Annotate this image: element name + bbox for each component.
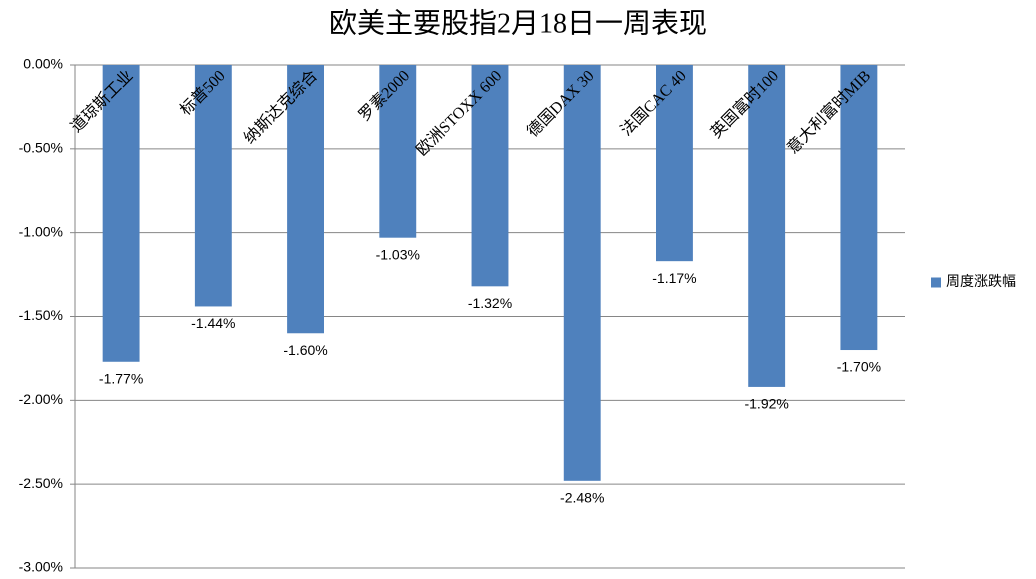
bar (656, 65, 693, 262)
bar (563, 65, 601, 481)
data-label: -1.70% (837, 359, 881, 375)
bar (194, 65, 232, 307)
bar (379, 65, 417, 238)
data-label: -1.03% (376, 246, 420, 262)
bar (748, 65, 786, 387)
data-label: -1.60% (283, 342, 327, 358)
y-tick-label: -1.50% (19, 307, 63, 323)
y-tick-label: 0.00% (23, 56, 63, 72)
chart-title: 欧美主要股指2月18日一周表现 (329, 7, 707, 39)
legend-swatch (931, 277, 941, 288)
y-tick-label: -2.50% (19, 475, 63, 491)
y-tick-label: -0.50% (19, 140, 63, 156)
y-tick-label: -3.00% (19, 559, 63, 575)
bar (840, 65, 878, 351)
y-tick-label: -1.00% (19, 223, 63, 239)
data-label: -2.48% (560, 490, 604, 506)
data-label: -1.77% (99, 370, 143, 386)
data-label: -1.92% (744, 396, 788, 412)
data-label: -1.17% (652, 270, 696, 286)
data-label: -1.32% (468, 295, 512, 311)
bar (102, 65, 140, 362)
legend-label: 周度涨跌幅 (946, 273, 1016, 289)
y-tick-label: -2.00% (19, 391, 63, 407)
bar (471, 65, 509, 287)
data-label: -1.44% (191, 315, 235, 331)
bar (287, 65, 324, 334)
